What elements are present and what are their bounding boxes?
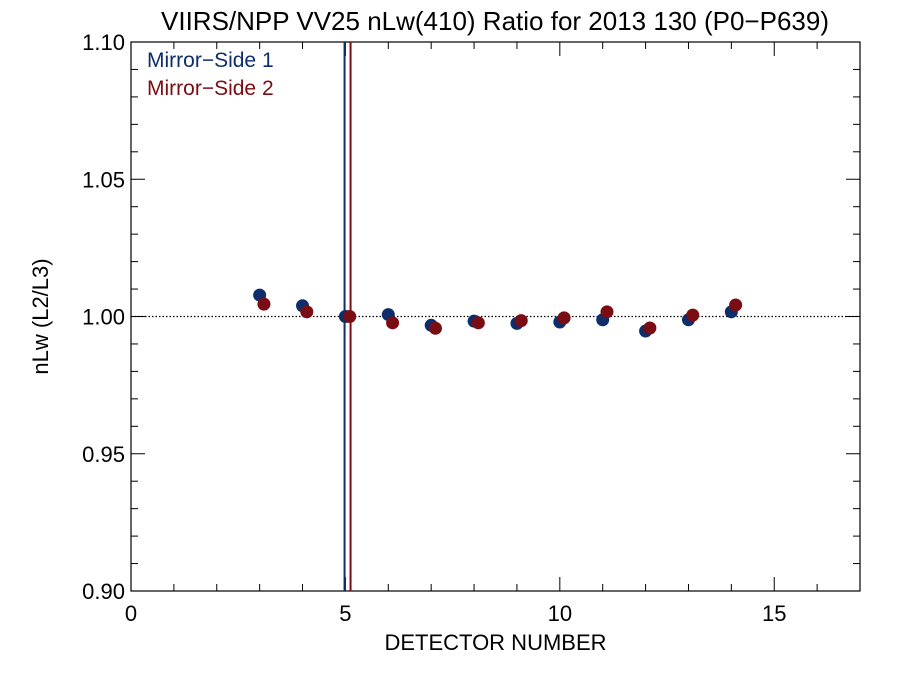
mirror-side-2-point	[386, 316, 400, 330]
x-axis-label: DETECTOR NUMBER	[384, 630, 606, 655]
mirror-side-2-point	[729, 298, 743, 312]
mirror-side-2-point	[257, 297, 271, 311]
x-tick-label: 15	[762, 601, 786, 626]
y-tick-label: 1.05	[82, 167, 125, 192]
x-tick-label: 10	[548, 601, 572, 626]
y-tick-label: 1.10	[82, 30, 125, 55]
legend: Mirror−Side 1 Mirror−Side 2	[147, 49, 274, 100]
mirror-side-2-point	[343, 310, 357, 323]
mirror-side-2-point	[514, 314, 528, 328]
y-axis-label: nLw (L2/L3)	[28, 258, 53, 374]
mirror-side-2-point	[643, 321, 657, 335]
y-tick-label: 0.95	[82, 442, 125, 467]
mirror-side-2-point	[686, 308, 700, 322]
y-tick-label: 1.00	[82, 305, 125, 330]
mirror-side-2-point	[428, 321, 442, 335]
mirror-side-2-point	[300, 305, 314, 319]
mirror-side-2-point	[600, 305, 614, 319]
data-points	[253, 288, 743, 338]
legend-item-1: Mirror−Side 1	[147, 49, 274, 72]
axes-ticks: 0 5 10 15 0.90 0.95 1.00 1.05 1.10	[82, 30, 861, 626]
x-tick-label: 5	[339, 601, 351, 626]
mirror-side-2-point	[471, 316, 485, 330]
x-tick-label: 0	[125, 601, 137, 626]
mirror-side-2-point	[557, 311, 571, 325]
y-tick-label: 0.90	[82, 579, 125, 604]
chart-title: VIIRS/NPP VV25 nLw(410) Ratio for 2013 1…	[161, 6, 829, 36]
legend-item-2: Mirror−Side 2	[147, 77, 274, 100]
